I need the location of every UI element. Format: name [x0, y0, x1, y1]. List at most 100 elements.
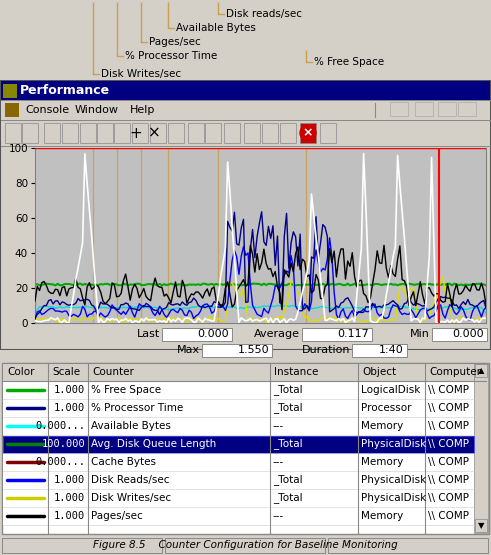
Bar: [1, 120, 490, 146]
Text: Memory: Memory: [361, 511, 403, 521]
Text: _Total: _Total: [273, 492, 302, 503]
Bar: [3, 382, 474, 399]
Bar: [262, 123, 278, 143]
Text: Object: Object: [362, 367, 396, 377]
Bar: [3, 472, 474, 489]
Bar: [205, 123, 221, 143]
Text: _Total: _Total: [273, 385, 302, 396]
Text: PhysicalDisk: PhysicalDisk: [361, 493, 426, 503]
Bar: [438, 102, 456, 116]
Text: Window: Window: [75, 105, 119, 115]
Bar: [202, 344, 272, 357]
Text: Performance: Performance: [20, 83, 110, 97]
Bar: [3, 490, 474, 507]
Text: Duration: Duration: [301, 345, 350, 355]
Text: \\ COMP: \\ COMP: [428, 403, 469, 413]
Bar: [132, 123, 148, 143]
Bar: [168, 123, 184, 143]
Text: 0.000: 0.000: [197, 329, 229, 339]
Bar: [328, 538, 488, 553]
Text: Processor: Processor: [361, 403, 411, 413]
Bar: [188, 123, 204, 143]
Text: \\ COMP: \\ COMP: [428, 385, 469, 395]
Text: % Processor Time: % Processor Time: [125, 51, 217, 61]
Text: Color: Color: [7, 367, 34, 377]
Circle shape: [300, 125, 316, 141]
Bar: [280, 123, 296, 143]
Text: LogicalDisk: LogicalDisk: [361, 385, 420, 395]
Text: PhysicalDisk: PhysicalDisk: [361, 475, 426, 485]
Text: Disk Writes/sec: Disk Writes/sec: [101, 69, 181, 79]
Text: _Total: _Total: [273, 402, 302, 413]
Bar: [3, 418, 474, 435]
Text: 1.550: 1.550: [237, 345, 269, 355]
Text: Max: Max: [177, 345, 200, 355]
Text: Computer: Computer: [429, 367, 481, 377]
Text: 0.000...: 0.000...: [35, 421, 85, 431]
Text: Available Bytes: Available Bytes: [176, 23, 256, 33]
Text: ---: ---: [273, 511, 284, 521]
Text: Pages/sec: Pages/sec: [149, 37, 201, 47]
Text: ×: ×: [148, 125, 161, 140]
Text: \\ COMP: \\ COMP: [428, 421, 469, 431]
Text: +: +: [130, 125, 142, 140]
Bar: [300, 123, 316, 143]
Text: % Processor Time: % Processor Time: [91, 403, 183, 413]
Text: Console: Console: [25, 105, 69, 115]
Text: % Free Space: % Free Space: [314, 57, 384, 67]
Text: ×: ×: [303, 127, 313, 139]
Text: 0.000...: 0.000...: [35, 457, 85, 467]
Bar: [162, 327, 232, 341]
Text: ---: ---: [273, 457, 284, 467]
Text: Disk Writes/sec: Disk Writes/sec: [91, 493, 171, 503]
Bar: [5, 103, 19, 117]
Text: Help: Help: [130, 105, 155, 115]
Bar: [432, 327, 487, 341]
Bar: [415, 102, 433, 116]
Text: Counter: Counter: [92, 367, 134, 377]
Text: Disk reads/sec: Disk reads/sec: [226, 9, 302, 19]
Bar: [114, 123, 130, 143]
Bar: [97, 123, 113, 143]
Text: _Total: _Total: [273, 438, 302, 450]
Bar: [352, 344, 407, 357]
Bar: [3, 436, 474, 453]
Text: Instance: Instance: [274, 367, 318, 377]
Bar: [3, 436, 474, 453]
Bar: [22, 123, 38, 143]
Text: Cache Bytes: Cache Bytes: [91, 457, 156, 467]
Text: \\ COMP: \\ COMP: [428, 439, 469, 449]
Bar: [5, 123, 21, 143]
Bar: [150, 123, 166, 143]
Text: ---: ---: [273, 421, 284, 431]
Bar: [458, 102, 476, 116]
Bar: [44, 123, 60, 143]
Bar: [3, 363, 487, 381]
Text: Available Bytes: Available Bytes: [91, 421, 171, 431]
Text: \\ COMP: \\ COMP: [428, 475, 469, 485]
Text: 1.000: 1.000: [54, 493, 85, 503]
Text: Min: Min: [410, 329, 430, 339]
Bar: [62, 123, 78, 143]
Bar: [474, 364, 488, 533]
Bar: [320, 123, 336, 143]
Bar: [165, 538, 325, 553]
Text: Figure 8.5    Counter Configuration for Baseline Monitoring: Figure 8.5 Counter Configuration for Bas…: [93, 541, 398, 551]
Bar: [2, 538, 162, 553]
Bar: [3, 400, 474, 417]
Text: PhysicalDisk: PhysicalDisk: [361, 439, 426, 449]
Bar: [80, 123, 96, 143]
Text: ▼: ▼: [478, 522, 484, 531]
Bar: [3, 454, 474, 471]
Text: % Free Space: % Free Space: [91, 385, 161, 395]
Text: \\ COMP: \\ COMP: [428, 511, 469, 521]
Text: 1:40: 1:40: [379, 345, 404, 355]
Text: Average: Average: [254, 329, 300, 339]
Text: Disk Reads/sec: Disk Reads/sec: [91, 475, 169, 485]
Text: Scale: Scale: [52, 367, 80, 377]
Text: \\ COMP: \\ COMP: [428, 493, 469, 503]
Bar: [390, 102, 408, 116]
Text: \\ COMP: \\ COMP: [428, 457, 469, 467]
Bar: [475, 519, 487, 532]
Text: ▲: ▲: [478, 366, 484, 376]
